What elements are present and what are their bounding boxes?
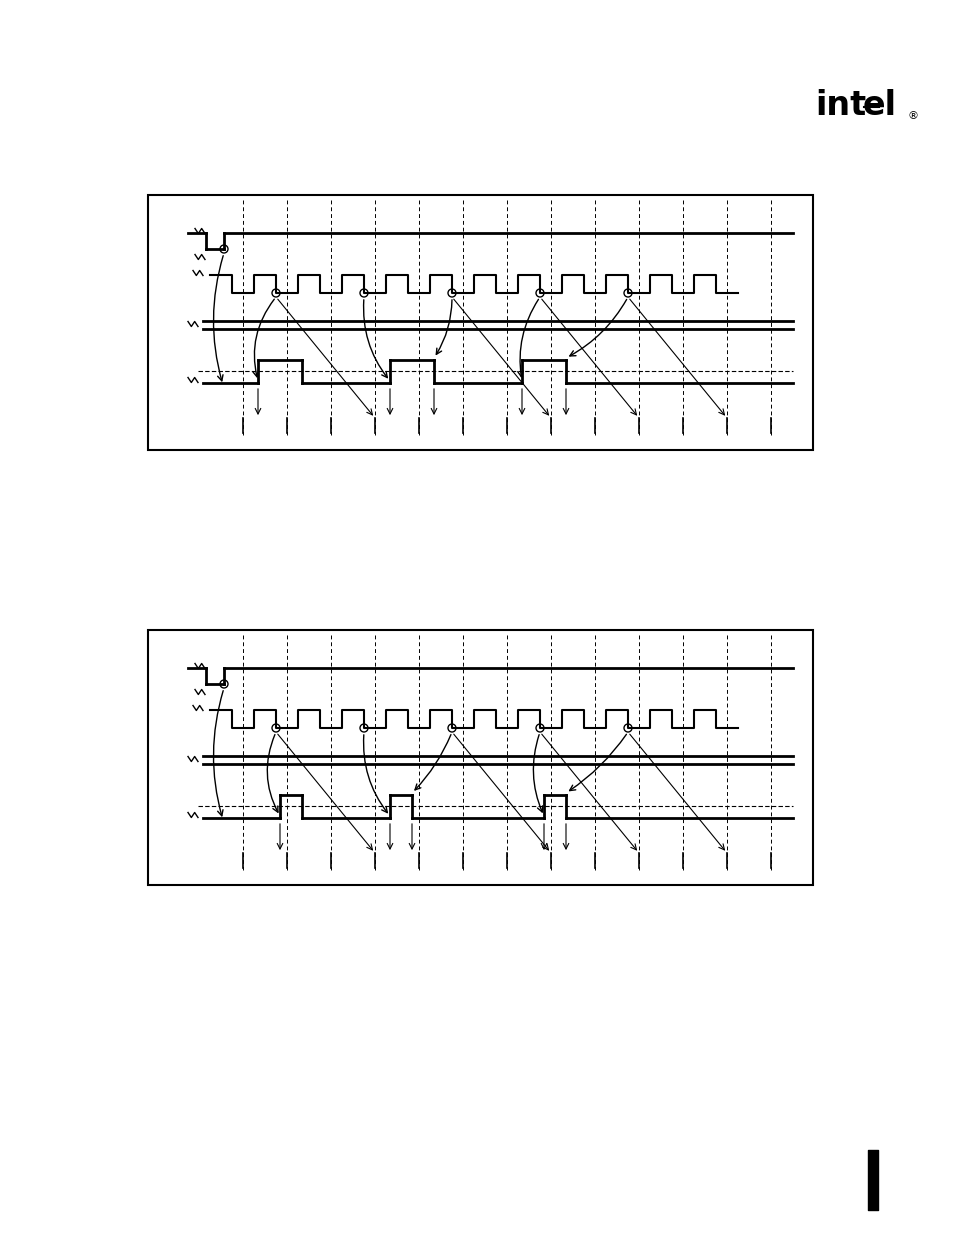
Text: int: int <box>814 89 865 122</box>
Text: ®: ® <box>907 111 918 121</box>
FancyBboxPatch shape <box>148 630 812 885</box>
Text: el: el <box>862 89 896 122</box>
FancyBboxPatch shape <box>148 195 812 450</box>
